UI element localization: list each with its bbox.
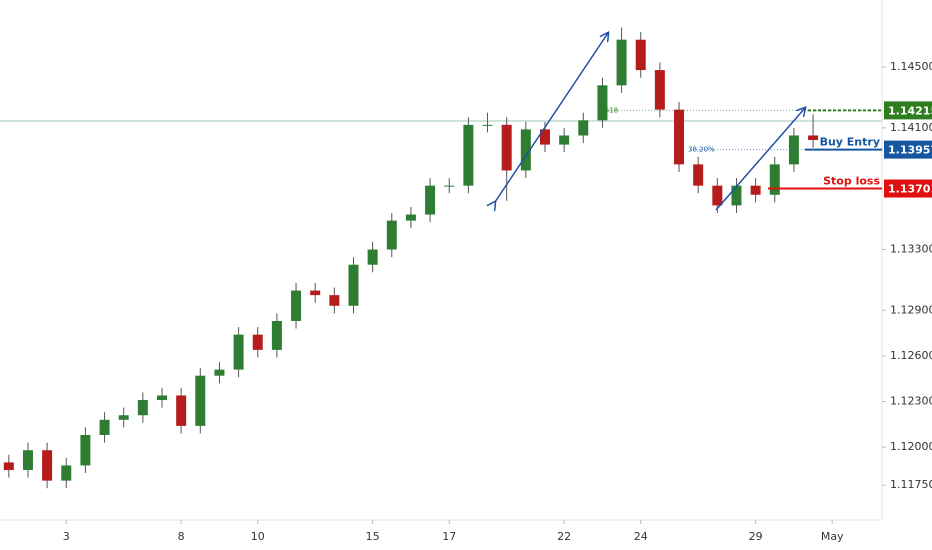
candle-body bbox=[597, 85, 608, 121]
x-tick-label: 8 bbox=[178, 530, 185, 543]
candle-body bbox=[367, 249, 378, 265]
price-tag bbox=[884, 101, 932, 120]
candle-body bbox=[42, 450, 53, 481]
candle-body bbox=[808, 135, 819, 141]
candle-body bbox=[233, 334, 244, 370]
candle-body bbox=[635, 39, 646, 71]
y-tick-label: 1.12600 bbox=[890, 349, 932, 362]
candle-body bbox=[788, 135, 799, 165]
x-tick-label: 10 bbox=[251, 530, 265, 543]
candle-body bbox=[769, 164, 780, 195]
candle-body bbox=[329, 295, 340, 306]
candle-body bbox=[405, 214, 416, 221]
arrows bbox=[495, 33, 805, 210]
candle-body bbox=[310, 290, 321, 296]
candle-body bbox=[176, 395, 187, 426]
candle-body bbox=[731, 185, 742, 206]
candle-body bbox=[80, 435, 91, 466]
candle-body bbox=[444, 185, 455, 187]
fib-label: 0.618 bbox=[598, 106, 618, 114]
x-tick-label: 29 bbox=[749, 530, 763, 543]
x-tick-label: 24 bbox=[634, 530, 648, 543]
level-name: Stop loss bbox=[823, 175, 880, 188]
x-tick-label: 15 bbox=[366, 530, 380, 543]
candle-body bbox=[61, 465, 72, 481]
candle-body bbox=[501, 124, 512, 171]
candle-body bbox=[137, 400, 148, 416]
candle-body bbox=[3, 462, 14, 470]
candle-body bbox=[252, 334, 263, 350]
candle-body bbox=[22, 450, 33, 470]
candle-body bbox=[99, 419, 110, 436]
y-tick-label: 1.12900 bbox=[890, 303, 932, 316]
candle-body bbox=[157, 395, 167, 401]
arrow bbox=[715, 108, 805, 211]
x-tick-label: 17 bbox=[442, 530, 456, 543]
candle-body bbox=[559, 135, 570, 145]
candle-body bbox=[712, 185, 723, 206]
candle-body bbox=[578, 120, 589, 136]
y-tick-label: 1.13300 bbox=[890, 243, 932, 256]
candle-body bbox=[616, 39, 627, 86]
x-tick-label: 22 bbox=[557, 530, 571, 543]
fib-label: 38.20% bbox=[688, 146, 715, 154]
y-tick-label: 1.14100 bbox=[890, 121, 932, 134]
candle-body bbox=[425, 185, 436, 215]
y-tick-label: 1.14500 bbox=[890, 60, 932, 73]
candle-body bbox=[693, 164, 704, 186]
level-name: Buy Entry bbox=[820, 136, 880, 149]
candle-body bbox=[482, 124, 493, 126]
x-tick-label: 3 bbox=[63, 530, 70, 543]
arrow bbox=[495, 33, 608, 202]
candle-body bbox=[118, 415, 129, 420]
candle-body bbox=[271, 320, 282, 350]
candle-body bbox=[654, 70, 665, 110]
candle-body bbox=[214, 369, 225, 376]
candle-body bbox=[386, 220, 397, 250]
candle-body bbox=[291, 290, 302, 321]
price-tag-label: 1.13701 bbox=[888, 183, 932, 196]
price-tag-label: 1.13957 bbox=[888, 144, 932, 157]
price-tag bbox=[884, 179, 932, 198]
candle-body bbox=[463, 124, 474, 186]
y-tick-label: 1.12000 bbox=[890, 440, 932, 453]
y-tick-label: 1.12300 bbox=[890, 395, 932, 408]
x-tick-label: May bbox=[821, 530, 844, 543]
candle-body bbox=[750, 185, 761, 195]
price-tag-label: 1.14215 bbox=[888, 104, 932, 117]
y-tick-label: 1.11750 bbox=[890, 478, 932, 491]
candle-body bbox=[195, 375, 206, 426]
candle-body bbox=[348, 264, 359, 306]
price-tag bbox=[884, 140, 932, 159]
candle-body bbox=[674, 109, 685, 165]
